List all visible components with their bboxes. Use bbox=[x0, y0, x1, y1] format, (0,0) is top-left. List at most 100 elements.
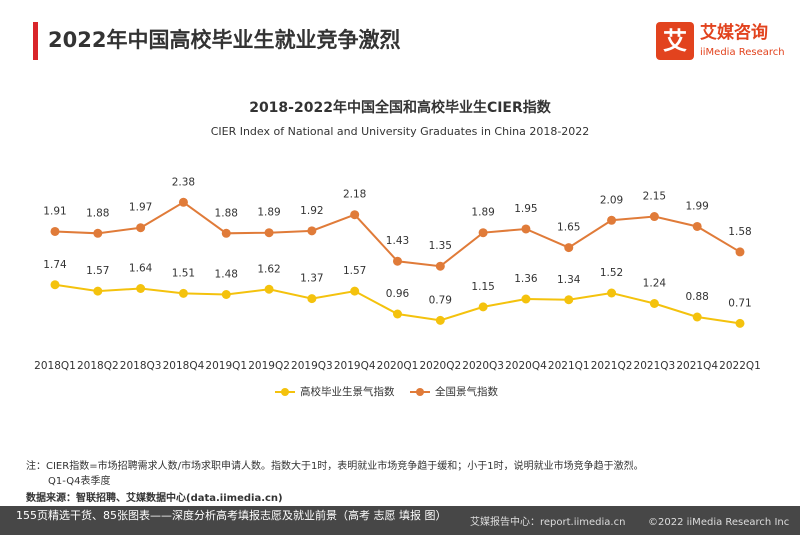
data-label: 1.65 bbox=[557, 222, 580, 234]
point bbox=[692, 312, 702, 322]
point bbox=[307, 294, 317, 304]
logo-name: 艾媒咨询 bbox=[700, 22, 768, 43]
point bbox=[136, 223, 146, 233]
data-label: 1.37 bbox=[300, 273, 323, 285]
data-label: 1.57 bbox=[86, 265, 109, 277]
point bbox=[264, 284, 274, 294]
data-label: 0.79 bbox=[429, 294, 452, 306]
point bbox=[692, 221, 702, 231]
x-tick-label: 2021Q3 bbox=[634, 360, 676, 372]
chart-subtitle: CIER Index of National and University Gr… bbox=[211, 125, 590, 138]
point bbox=[564, 243, 574, 253]
point bbox=[435, 315, 445, 325]
chart-title: 2018-2022年中国全国和高校毕业生CIER指数 bbox=[249, 99, 552, 116]
point bbox=[136, 284, 146, 293]
data-label: 0.96 bbox=[386, 288, 410, 300]
data-label: 1.95 bbox=[514, 203, 537, 215]
data-label: 2.09 bbox=[600, 194, 623, 206]
point bbox=[178, 288, 188, 298]
footer-site: 艾媒报告中心：report.iimedia.cn bbox=[470, 515, 625, 528]
point bbox=[735, 247, 745, 257]
x-tick-label: 2022Q1 bbox=[719, 360, 761, 372]
point bbox=[221, 290, 231, 299]
data-label: 1.88 bbox=[86, 207, 109, 219]
x-tick-label: 2021Q4 bbox=[676, 360, 718, 372]
data-label: 1.24 bbox=[643, 278, 667, 290]
data-label: 1.64 bbox=[129, 263, 153, 275]
data-label: 1.97 bbox=[129, 202, 152, 214]
x-tick-label: 2018Q3 bbox=[120, 360, 162, 372]
x-tick-label: 2018Q4 bbox=[163, 360, 205, 372]
legend-label: 全国景气指数 bbox=[435, 385, 498, 398]
point bbox=[607, 288, 617, 298]
data-label: 1.62 bbox=[257, 263, 280, 275]
data-label: 1.48 bbox=[215, 269, 238, 281]
data-label: 2.18 bbox=[343, 189, 366, 201]
point bbox=[649, 212, 659, 222]
data-label: 1.34 bbox=[557, 274, 581, 286]
data-label: 1.74 bbox=[43, 259, 67, 271]
point bbox=[50, 280, 60, 290]
data-label: 1.99 bbox=[685, 200, 708, 212]
point bbox=[221, 228, 231, 238]
title-bar bbox=[33, 22, 38, 60]
note: 注：CIER指数=市场招聘需求人数/市场求职申请人数。指数大于1时，表明就业市场… bbox=[26, 459, 644, 472]
data-label: 1.51 bbox=[172, 267, 195, 279]
footer-promo[interactable]: 155页精选干货、85张图表——深度分析高考填报志愿及就业前景（高考 志愿 填报… bbox=[16, 508, 446, 522]
point bbox=[478, 302, 488, 312]
point bbox=[735, 318, 745, 328]
point bbox=[93, 286, 103, 296]
logo-icon-box bbox=[656, 22, 694, 60]
logo-icon: 艾 bbox=[663, 27, 687, 55]
point bbox=[350, 210, 360, 220]
data-label: 1.91 bbox=[43, 205, 66, 217]
data-label: 2.38 bbox=[172, 176, 195, 188]
legend-marker bbox=[281, 388, 289, 396]
point bbox=[435, 261, 445, 271]
x-tick-label: 2018Q1 bbox=[34, 360, 76, 372]
point bbox=[50, 226, 60, 236]
legend-label: 高校毕业生景气指数 bbox=[300, 385, 395, 398]
point bbox=[649, 299, 659, 308]
footer-bar bbox=[0, 506, 800, 535]
data-label: 1.35 bbox=[429, 240, 452, 252]
point bbox=[521, 224, 531, 234]
data-label: 1.52 bbox=[600, 267, 623, 279]
point bbox=[607, 215, 617, 225]
point bbox=[350, 286, 360, 296]
page-title: 2022年中国高校毕业生就业竞争激烈 bbox=[48, 28, 400, 52]
point bbox=[478, 228, 488, 238]
point bbox=[178, 197, 188, 207]
x-tick-label: 2020Q3 bbox=[462, 360, 504, 372]
note: Q1-Q4表季度 bbox=[48, 474, 110, 487]
data-label: 1.58 bbox=[728, 226, 751, 238]
source: 数据来源：智联招聘、艾媒数据中心(data.iimedia.cn) bbox=[26, 491, 283, 504]
data-label: 1.89 bbox=[471, 207, 494, 219]
point bbox=[521, 294, 531, 304]
data-label: 0.88 bbox=[685, 291, 708, 303]
data-label: 1.43 bbox=[386, 235, 409, 247]
data-label: 0.71 bbox=[728, 297, 751, 309]
legend-marker bbox=[416, 388, 424, 396]
x-tick-label: 2021Q2 bbox=[591, 360, 633, 372]
data-label: 1.57 bbox=[343, 265, 366, 277]
x-tick-label: 2020Q1 bbox=[377, 360, 419, 372]
x-tick-label: 2019Q4 bbox=[334, 360, 376, 372]
x-tick-label: 2021Q1 bbox=[548, 360, 590, 372]
data-label: 1.36 bbox=[514, 273, 538, 285]
x-tick-label: 2020Q2 bbox=[419, 360, 461, 372]
point bbox=[264, 228, 274, 238]
x-tick-label: 2019Q2 bbox=[248, 360, 290, 372]
point bbox=[93, 228, 103, 238]
point bbox=[393, 256, 402, 266]
data-label: 1.89 bbox=[257, 207, 280, 219]
logo-sub: iiMedia Research bbox=[700, 47, 785, 58]
footer-copyright: ©2022 iiMedia Research Inc bbox=[648, 517, 789, 528]
x-tick-label: 2019Q1 bbox=[205, 360, 247, 372]
data-label: 2.15 bbox=[643, 191, 666, 203]
data-label: 1.15 bbox=[471, 281, 494, 293]
point bbox=[307, 226, 317, 236]
point bbox=[564, 295, 574, 305]
